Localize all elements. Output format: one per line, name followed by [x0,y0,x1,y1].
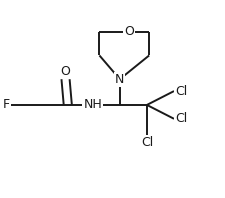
Text: NH: NH [83,98,101,111]
Text: N: N [115,73,124,86]
Text: F: F [3,98,10,111]
Text: Cl: Cl [174,85,187,98]
Text: Cl: Cl [140,136,152,149]
Text: O: O [60,65,70,78]
Text: O: O [123,25,133,38]
Text: Cl: Cl [174,112,187,125]
